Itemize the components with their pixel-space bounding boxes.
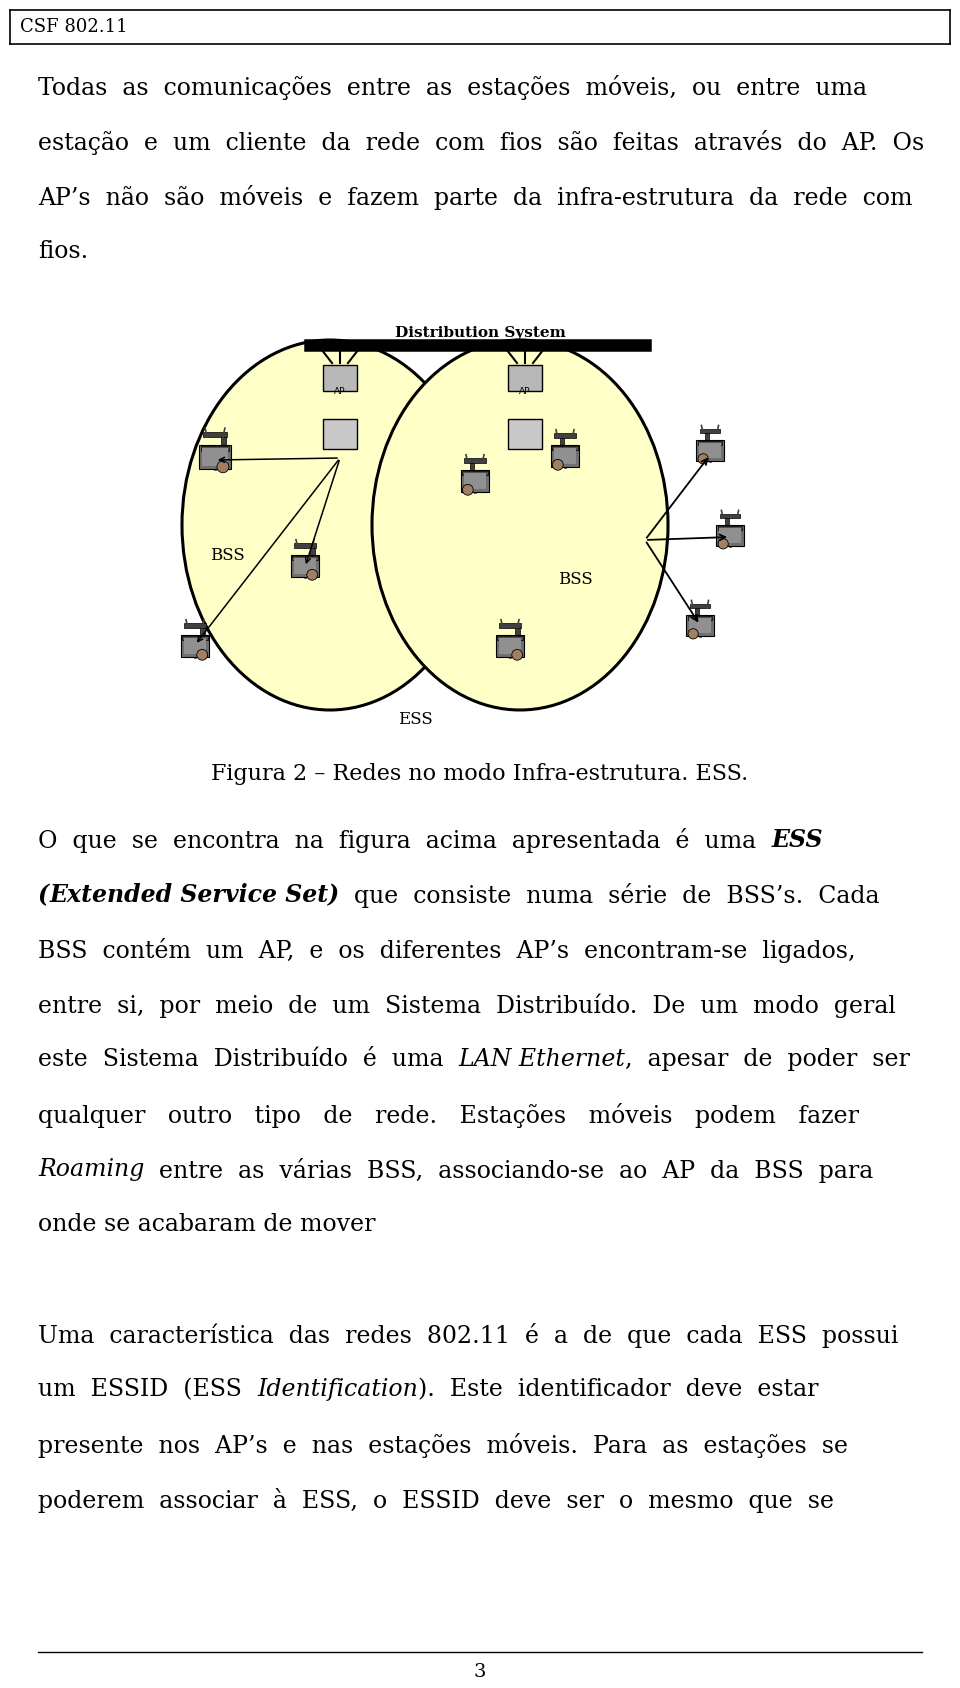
Bar bbox=[716, 525, 744, 545]
Bar bbox=[294, 559, 317, 574]
Circle shape bbox=[512, 650, 522, 660]
Bar bbox=[461, 469, 490, 491]
Text: ESS: ESS bbox=[771, 829, 823, 852]
Bar bbox=[221, 437, 226, 454]
Bar bbox=[202, 446, 228, 451]
Bar bbox=[293, 555, 318, 560]
Bar bbox=[291, 555, 320, 577]
Bar bbox=[719, 528, 741, 542]
Bar bbox=[552, 446, 578, 451]
Bar bbox=[199, 446, 230, 469]
Bar bbox=[203, 447, 228, 466]
Text: AP’s  não  são  móveis  e  fazem  parte  da  infra-estrutura  da  rede  com: AP’s não são móveis e fazem parte da inf… bbox=[38, 186, 913, 209]
Text: ,  apesar  de  poder  ser: , apesar de poder ser bbox=[625, 1048, 910, 1070]
Circle shape bbox=[718, 538, 729, 549]
Text: Roaming: Roaming bbox=[38, 1158, 144, 1182]
Text: poderem  associar  à  ESS,  o  ESSID  deve  ser  o  mesmo  que  se: poderem associar à ESS, o ESSID deve ser… bbox=[38, 1489, 834, 1512]
Bar bbox=[720, 513, 740, 518]
Text: ): ) bbox=[328, 883, 340, 906]
Bar bbox=[725, 518, 730, 533]
Text: Uma  característica  das  redes  802.11  é  a  de  que  cada  ESS  possui: Uma característica das redes 802.11 é a … bbox=[38, 1323, 899, 1349]
Bar bbox=[686, 614, 713, 635]
Bar bbox=[495, 635, 524, 657]
Bar bbox=[508, 419, 542, 449]
Bar bbox=[323, 365, 357, 392]
Text: Distribution System: Distribution System bbox=[395, 326, 565, 339]
Text: qualquer   outro   tipo   de   rede.   Estações   móveis   podem   fazer: qualquer outro tipo de rede. Estações mó… bbox=[38, 1102, 859, 1128]
Circle shape bbox=[197, 650, 207, 660]
Bar bbox=[184, 623, 205, 628]
Text: ESS: ESS bbox=[397, 711, 432, 728]
Text: Figura 2 – Redes no modo Infra-estrutura. ESS.: Figura 2 – Redes no modo Infra-estrutura… bbox=[211, 763, 749, 785]
Text: este  Sistema  Distribuído  é  uma: este Sistema Distribuído é uma bbox=[38, 1048, 459, 1070]
Text: entre  si,  por  meio  de  um  Sistema  Distribuído.  De  um  modo  geral: entre si, por meio de um Sistema Distrib… bbox=[38, 993, 896, 1018]
Circle shape bbox=[688, 628, 698, 640]
Bar bbox=[469, 463, 474, 479]
Bar bbox=[294, 544, 316, 549]
Text: ).  Este  identificador  deve  estar: ). Este identificador deve estar bbox=[418, 1377, 818, 1401]
Bar bbox=[718, 527, 742, 530]
Bar bbox=[689, 618, 710, 633]
Text: estação  e  um  cliente  da  rede  com  fios  são  feitas  através  do  AP.  Os: estação e um cliente da rede com fios sã… bbox=[38, 130, 924, 155]
Bar bbox=[699, 442, 721, 457]
Text: entre  as  várias  BSS,  associando-se  ao  AP  da  BSS  para: entre as várias BSS, associando-se ao AP… bbox=[144, 1158, 874, 1183]
Bar bbox=[464, 473, 487, 488]
Text: presente  nos  AP’s  e  nas  estações  móveis.  Para  as  estações  se: presente nos AP’s e nas estações móveis.… bbox=[38, 1433, 848, 1458]
Bar bbox=[705, 434, 709, 449]
Bar bbox=[696, 441, 724, 461]
Text: Extended Service Set: Extended Service Set bbox=[49, 883, 328, 906]
Text: AP: AP bbox=[334, 387, 346, 395]
Text: um  ESSID  (ESS: um ESSID (ESS bbox=[38, 1377, 257, 1401]
Bar bbox=[554, 447, 576, 464]
Bar bbox=[180, 635, 209, 657]
Circle shape bbox=[307, 569, 318, 581]
Ellipse shape bbox=[372, 339, 668, 711]
Bar bbox=[516, 628, 520, 645]
Bar bbox=[688, 616, 712, 619]
Bar bbox=[508, 365, 542, 392]
Text: O  que  se  encontra  na  figura  acima  apresentada  é  uma: O que se encontra na figura acima aprese… bbox=[38, 829, 771, 852]
Text: AP: AP bbox=[519, 387, 531, 395]
Circle shape bbox=[217, 461, 228, 473]
Bar bbox=[700, 429, 720, 434]
Bar bbox=[323, 419, 357, 449]
Circle shape bbox=[552, 459, 564, 471]
Bar bbox=[498, 638, 521, 653]
Bar bbox=[695, 608, 699, 623]
Circle shape bbox=[463, 484, 473, 495]
Bar bbox=[204, 432, 227, 437]
Bar bbox=[689, 604, 710, 608]
Text: fios.: fios. bbox=[38, 240, 88, 263]
Text: 3: 3 bbox=[473, 1663, 487, 1681]
Bar bbox=[463, 471, 488, 476]
Text: BSS: BSS bbox=[210, 547, 245, 564]
Bar bbox=[183, 638, 206, 653]
Ellipse shape bbox=[182, 339, 478, 711]
Bar bbox=[554, 434, 576, 437]
Text: Identification: Identification bbox=[257, 1377, 418, 1401]
Bar bbox=[465, 459, 486, 463]
Text: Todas  as  comunicações  entre  as  estações  móveis,  ou  entre  uma: Todas as comunicações entre as estações … bbox=[38, 74, 867, 100]
Text: onde se acabaram de mover: onde se acabaram de mover bbox=[38, 1214, 375, 1236]
Text: BSS  contém  um  AP,  e  os  diferentes  AP’s  encontram-se  ligados,: BSS contém um AP, e os diferentes AP’s e… bbox=[38, 939, 855, 962]
Bar bbox=[560, 437, 564, 454]
Circle shape bbox=[698, 454, 708, 464]
Text: (: ( bbox=[38, 883, 49, 906]
Text: CSF 802.11: CSF 802.11 bbox=[20, 19, 128, 35]
Text: que  consiste  numa  série  de  BSS’s.  Cada: que consiste numa série de BSS’s. Cada bbox=[340, 883, 880, 908]
Bar bbox=[698, 441, 722, 446]
Text: LAN Ethernet: LAN Ethernet bbox=[459, 1048, 625, 1070]
Bar bbox=[182, 636, 207, 640]
Bar bbox=[201, 628, 204, 645]
Bar bbox=[497, 636, 522, 640]
Bar bbox=[310, 549, 315, 564]
Text: BSS: BSS bbox=[558, 572, 592, 589]
Bar bbox=[551, 446, 580, 466]
Bar bbox=[499, 623, 520, 628]
